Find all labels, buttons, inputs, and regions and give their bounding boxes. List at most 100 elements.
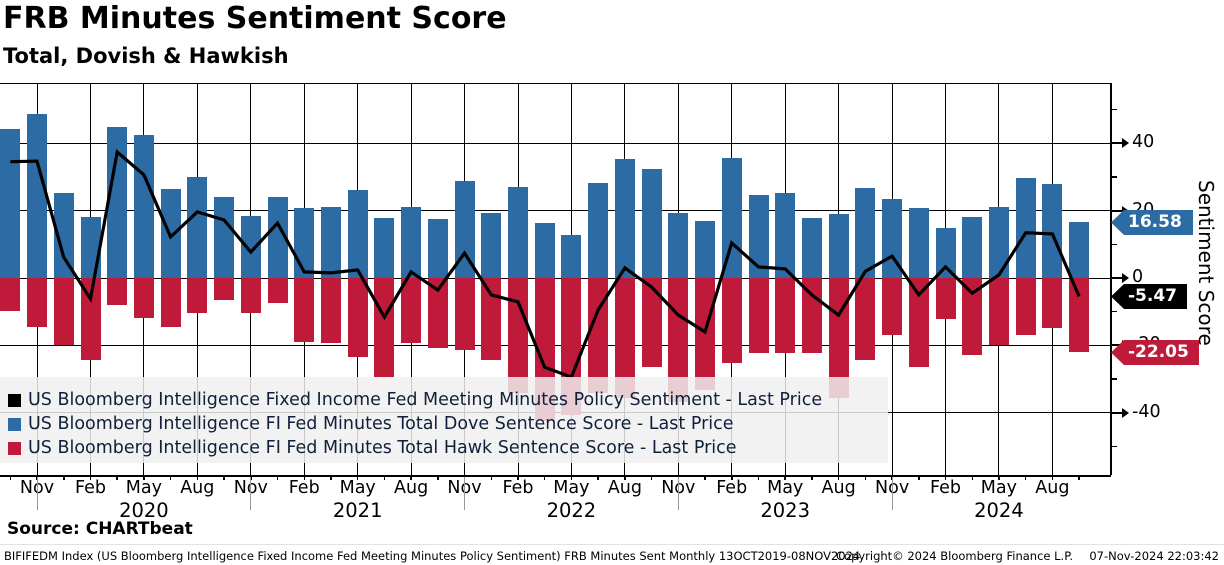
y-minor-tick [1110, 108, 1117, 111]
hawk-bar [427, 278, 448, 349]
hawk-bar [1015, 278, 1036, 335]
footer-separator [0, 544, 1224, 545]
year-label: 2023 [760, 499, 810, 522]
last-value-tag-hawk: -22.05 [1111, 340, 1199, 365]
y-tick-arrow-icon [1122, 273, 1129, 283]
y-minor-tick [1110, 378, 1117, 380]
dove-bar [107, 127, 128, 278]
x-tick [731, 475, 733, 480]
x-tick [757, 475, 760, 480]
dove-bar [347, 190, 368, 278]
dove-bar [855, 188, 876, 278]
legend-item-total: US Bloomberg Intelligence Fixed Income F… [8, 388, 888, 412]
hawk-bar [374, 278, 395, 378]
hawk-bar [855, 278, 876, 360]
y-minor-tick [1110, 310, 1117, 313]
hawk-bar [1042, 278, 1063, 328]
x-tick [356, 475, 359, 480]
x-tick [143, 475, 145, 480]
hawk-bar [695, 278, 715, 390]
dove-bar [1015, 177, 1036, 278]
hawk-bar [882, 278, 903, 335]
dove-bar [561, 235, 582, 278]
x-month-label: May [767, 478, 804, 498]
x-tick [196, 475, 199, 480]
dove-bar [481, 213, 502, 278]
dove-bar [187, 176, 208, 278]
x-month-label: May [980, 478, 1017, 498]
x-month-label: May [339, 478, 376, 498]
x-tick [784, 475, 786, 480]
dove-bar [454, 180, 475, 278]
x-tick [410, 475, 412, 480]
legend-item-hawk: US Bloomberg Intelligence FI Fed Minutes… [8, 436, 888, 460]
hawk-bar [641, 278, 662, 367]
x-tick [944, 475, 947, 480]
dove-bar [962, 217, 983, 278]
hawk-bar [294, 278, 315, 342]
legend-swatch-hawk-icon [8, 441, 21, 455]
x-month-label: Feb [502, 478, 534, 498]
y-major-tick [1110, 277, 1122, 279]
dove-bar [267, 197, 288, 278]
hawk-bar [0, 278, 21, 311]
year-divider [36, 477, 38, 510]
page-title: FRB Minutes Sentiment Score [3, 1, 507, 36]
y-major-tick [1110, 142, 1122, 145]
x-tick [624, 475, 626, 480]
page-subtitle: Total, Dovish & Hawkish [3, 44, 289, 68]
x-tick [383, 475, 386, 480]
footer-datetime: 07-Nov-2024 22:03:42 [1089, 549, 1219, 563]
dove-bar [508, 187, 528, 278]
hawk-bar [240, 278, 261, 313]
dove-bar [935, 228, 956, 278]
y-axis-title: Sentiment Score [1194, 180, 1218, 346]
legend-swatch-dove-icon [8, 417, 21, 431]
dove-bar [0, 129, 21, 278]
dove-bar [828, 214, 849, 278]
dove-bar [908, 207, 929, 278]
dove-bar [588, 183, 609, 278]
dove-bar [668, 213, 689, 278]
legend-swatch-total-icon [8, 393, 21, 407]
x-tick [837, 475, 840, 480]
x-tick [490, 475, 492, 480]
x-axis-line [0, 475, 1111, 477]
year-label: 2021 [332, 499, 383, 522]
hawk-bar [187, 278, 208, 313]
hawk-bar [588, 278, 609, 393]
hawk-bar [53, 278, 74, 346]
year-label: 2022 [546, 499, 597, 522]
year-divider [891, 477, 893, 510]
x-tick [864, 475, 867, 480]
x-tick [570, 475, 573, 480]
hawk-bar [133, 278, 154, 319]
x-tick [276, 475, 279, 480]
gridline-h [0, 210, 1110, 212]
y-tick-arrow-icon [1122, 138, 1129, 149]
last-value-tag-dove: 16.58 [1111, 210, 1193, 235]
hawk-bar [347, 278, 368, 358]
x-tick [437, 475, 439, 480]
hawk-bar [1069, 278, 1090, 353]
y-axis-line [1110, 83, 1112, 475]
dove-bar [53, 193, 74, 278]
hawk-bar [775, 278, 796, 354]
hawk-bar [401, 278, 422, 343]
dove-bar [320, 206, 341, 278]
x-month-label: Feb [75, 478, 106, 498]
hawk-bar [160, 278, 181, 327]
x-tick [1051, 475, 1054, 480]
y-major-tick [1110, 411, 1122, 414]
x-month-label: May [553, 478, 590, 498]
dove-bar [695, 221, 715, 278]
x-tick [971, 475, 973, 480]
x-tick [998, 475, 1000, 480]
y-minor-tick [1110, 176, 1117, 178]
dove-bar [641, 169, 662, 278]
x-tick [303, 475, 305, 480]
plot-frame-top [0, 83, 1111, 84]
dove-bar [374, 218, 395, 278]
legend-label-dove: US Bloomberg Intelligence FI Fed Minutes… [28, 414, 734, 434]
